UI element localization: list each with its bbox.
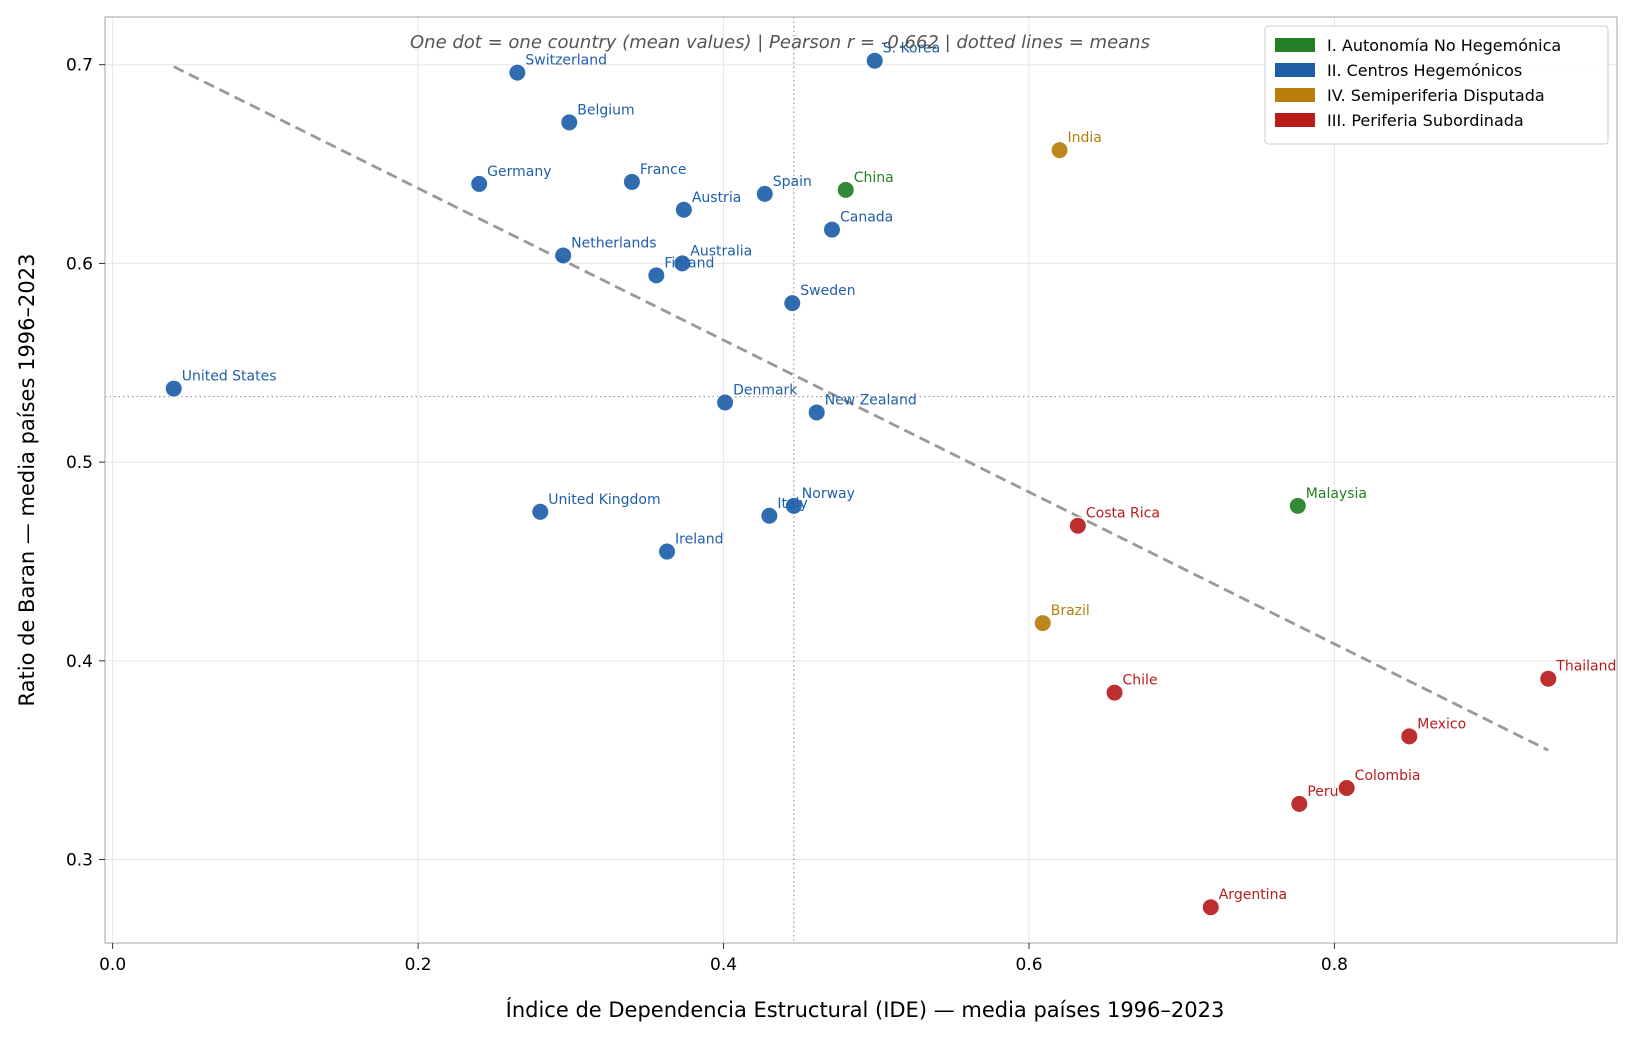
- data-point: [865, 51, 884, 70]
- chart-subtitle: One dot = one country (mean values) | Pe…: [410, 32, 1150, 53]
- data-point: [1337, 779, 1356, 798]
- point-label: France: [640, 162, 687, 178]
- data-point: [531, 502, 550, 521]
- data-point: [1539, 669, 1558, 688]
- point-label: Colombia: [1355, 768, 1421, 784]
- data-point: [1050, 141, 1069, 160]
- point-label: Canada: [840, 210, 893, 226]
- x-tick-label: 0.4: [710, 955, 737, 975]
- point-label: Thailand: [1555, 659, 1616, 675]
- legend: I. Autonomía No Hegemónica II. Centros He…: [1264, 25, 1609, 145]
- point-label: United States: [182, 369, 277, 385]
- point-label: Finland: [664, 255, 714, 271]
- y-tick-label: 0.4: [66, 652, 93, 672]
- data-point: [807, 403, 826, 422]
- data-point: [1288, 496, 1307, 515]
- point-label: Peru: [1307, 784, 1338, 800]
- y-axis-title: Ratio de Baran — media países 1996–2023: [15, 254, 39, 707]
- point-label: China: [854, 170, 894, 186]
- point-label: Netherlands: [571, 235, 656, 251]
- point-label: Mexico: [1417, 716, 1466, 732]
- data-point: [647, 266, 666, 285]
- point-label: Spain: [773, 174, 812, 190]
- point-label: Italy: [777, 496, 807, 512]
- data-point: [1068, 516, 1087, 535]
- x-axis-title: Índice de Dependencia Estructural (IDE) …: [506, 997, 1225, 1022]
- data-points: [164, 51, 1558, 917]
- data-point: [822, 220, 841, 239]
- data-point: [1105, 683, 1124, 702]
- point-label: Costa Rica: [1086, 506, 1160, 522]
- legend-swatch: [1275, 63, 1315, 77]
- data-point: [622, 172, 641, 191]
- data-point: [1290, 794, 1309, 813]
- point-label: Austria: [692, 190, 741, 206]
- x-tick-label: 0.8: [1321, 955, 1348, 975]
- legend-label: IV. Semiperiferia Disputada: [1327, 86, 1545, 105]
- point-label: Switzerland: [525, 53, 607, 69]
- legend-box: [1264, 25, 1609, 145]
- point-label: Brazil: [1051, 603, 1090, 619]
- legend-label: II. Centros Hegemónicos: [1327, 61, 1522, 80]
- data-point: [755, 184, 774, 203]
- y-tick-label: 0.6: [66, 254, 93, 274]
- point-label: Norway: [802, 486, 855, 502]
- data-point: [560, 113, 579, 132]
- point-label: Germany: [487, 164, 551, 180]
- mean-lines: [105, 17, 1617, 943]
- point-label: S. Korea: [883, 41, 940, 57]
- y-tick-label: 0.7: [66, 56, 93, 76]
- point-label: Argentina: [1219, 887, 1287, 903]
- data-point: [554, 246, 573, 265]
- data-point: [508, 63, 527, 82]
- data-point: [1033, 614, 1052, 633]
- legend-label: III. Periferia Subordinada: [1327, 111, 1524, 130]
- point-label: Belgium: [577, 102, 634, 118]
- point-label: United Kingdom: [548, 492, 660, 508]
- legend-swatch: [1275, 38, 1315, 52]
- point-label: Sweden: [800, 283, 855, 299]
- point-label: Australia: [690, 243, 752, 259]
- trendline: [173, 65, 1549, 752]
- legend-swatch: [1275, 88, 1315, 102]
- legend-swatch: [1275, 113, 1315, 127]
- plot-frame: [104, 16, 1618, 944]
- y-tick-label: 0.5: [66, 453, 93, 473]
- data-point: [658, 542, 677, 561]
- data-point: [674, 200, 693, 219]
- data-point: [784, 496, 803, 515]
- point-label: Chile: [1123, 673, 1158, 689]
- axis-ticks: 0.0 0.2 0.4 0.6 0.8 0.3 0.4 0.5 0.6 0.7: [66, 56, 1348, 975]
- data-point: [760, 506, 779, 525]
- data-point: [673, 254, 692, 273]
- data-point: [1201, 898, 1220, 917]
- point-label: India: [1068, 130, 1102, 146]
- trendline-group: [173, 65, 1549, 752]
- data-point: [716, 393, 735, 412]
- point-labels: China Malaysia Switzerland S. Korea Belgium G…: [182, 41, 1617, 904]
- x-tick-label: 0.6: [1015, 955, 1042, 975]
- x-tick-label: 0.0: [99, 955, 126, 975]
- data-point: [783, 294, 802, 313]
- point-label: Malaysia: [1306, 486, 1367, 502]
- data-point: [1400, 727, 1419, 746]
- point-label: Ireland: [675, 532, 723, 548]
- point-label: New Zealand: [825, 392, 917, 408]
- x-tick-label: 0.2: [405, 955, 432, 975]
- y-tick-label: 0.3: [66, 851, 93, 871]
- data-point: [470, 174, 489, 193]
- data-point: [164, 379, 183, 398]
- point-label: Denmark: [733, 383, 798, 399]
- legend-label: I. Autonomía No Hegemónica: [1327, 36, 1561, 55]
- data-point: [836, 180, 855, 199]
